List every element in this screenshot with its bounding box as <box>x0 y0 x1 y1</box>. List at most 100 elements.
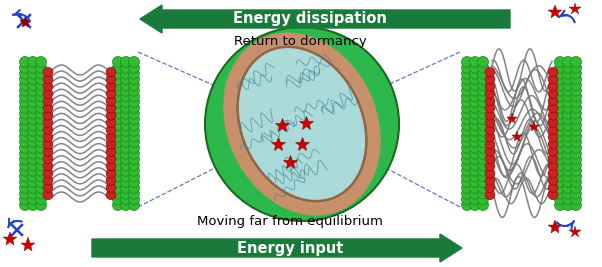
Ellipse shape <box>462 79 473 91</box>
Ellipse shape <box>462 182 473 193</box>
Ellipse shape <box>36 79 46 91</box>
Ellipse shape <box>571 148 582 159</box>
Ellipse shape <box>462 102 473 113</box>
Ellipse shape <box>235 45 368 203</box>
Ellipse shape <box>19 176 31 188</box>
Ellipse shape <box>554 91 565 102</box>
Ellipse shape <box>106 82 116 91</box>
Ellipse shape <box>562 119 574 130</box>
Ellipse shape <box>477 142 488 153</box>
Ellipse shape <box>462 188 473 199</box>
Ellipse shape <box>554 62 565 73</box>
Ellipse shape <box>548 125 558 135</box>
Ellipse shape <box>28 137 39 148</box>
Ellipse shape <box>548 161 558 171</box>
Ellipse shape <box>562 108 574 119</box>
Ellipse shape <box>28 74 39 85</box>
Ellipse shape <box>28 57 39 68</box>
Ellipse shape <box>128 57 140 68</box>
Ellipse shape <box>477 97 488 108</box>
Ellipse shape <box>113 85 123 96</box>
Ellipse shape <box>36 159 46 170</box>
Ellipse shape <box>548 183 558 193</box>
Ellipse shape <box>113 182 123 193</box>
Ellipse shape <box>120 97 131 108</box>
Ellipse shape <box>128 176 140 188</box>
Ellipse shape <box>477 102 488 113</box>
Ellipse shape <box>470 182 480 193</box>
Ellipse shape <box>113 62 123 73</box>
Ellipse shape <box>128 114 140 125</box>
Ellipse shape <box>106 74 116 84</box>
Ellipse shape <box>477 57 488 68</box>
Ellipse shape <box>113 97 123 108</box>
Ellipse shape <box>128 119 140 130</box>
Ellipse shape <box>548 96 558 106</box>
Ellipse shape <box>470 68 480 79</box>
Ellipse shape <box>562 91 574 102</box>
Ellipse shape <box>571 194 582 205</box>
Ellipse shape <box>113 194 123 205</box>
Ellipse shape <box>571 182 582 193</box>
Ellipse shape <box>562 131 574 142</box>
Ellipse shape <box>28 188 39 199</box>
Ellipse shape <box>554 137 565 148</box>
Ellipse shape <box>477 176 488 188</box>
Ellipse shape <box>562 182 574 193</box>
Ellipse shape <box>554 108 565 119</box>
Ellipse shape <box>571 199 582 210</box>
Ellipse shape <box>19 137 31 148</box>
Ellipse shape <box>113 102 123 113</box>
Ellipse shape <box>470 108 480 119</box>
Ellipse shape <box>36 199 46 210</box>
Ellipse shape <box>106 132 116 142</box>
Ellipse shape <box>571 165 582 176</box>
Ellipse shape <box>113 188 123 199</box>
Ellipse shape <box>548 118 558 127</box>
Ellipse shape <box>106 96 116 106</box>
Ellipse shape <box>128 137 140 148</box>
Ellipse shape <box>571 154 582 165</box>
Ellipse shape <box>106 161 116 171</box>
Ellipse shape <box>128 182 140 193</box>
Ellipse shape <box>470 176 480 188</box>
Ellipse shape <box>562 125 574 136</box>
Ellipse shape <box>28 182 39 193</box>
Ellipse shape <box>205 27 399 221</box>
Ellipse shape <box>571 142 582 153</box>
Ellipse shape <box>470 91 480 102</box>
Ellipse shape <box>106 169 116 178</box>
Ellipse shape <box>19 182 31 193</box>
Ellipse shape <box>19 159 31 170</box>
Ellipse shape <box>19 62 31 73</box>
Ellipse shape <box>470 102 480 113</box>
Ellipse shape <box>562 199 574 210</box>
Ellipse shape <box>470 125 480 136</box>
Ellipse shape <box>462 91 473 102</box>
Ellipse shape <box>28 85 39 96</box>
Ellipse shape <box>462 119 473 130</box>
Ellipse shape <box>36 171 46 182</box>
Ellipse shape <box>477 188 488 199</box>
Text: Return to dormancy: Return to dormancy <box>234 36 367 49</box>
Ellipse shape <box>571 91 582 102</box>
FancyArrow shape <box>140 5 510 33</box>
Ellipse shape <box>554 194 565 205</box>
Ellipse shape <box>462 148 473 159</box>
Text: Energy input: Energy input <box>237 241 343 256</box>
Ellipse shape <box>113 108 123 119</box>
Ellipse shape <box>36 154 46 165</box>
Ellipse shape <box>548 104 558 113</box>
Ellipse shape <box>19 142 31 153</box>
Ellipse shape <box>462 194 473 205</box>
Ellipse shape <box>470 74 480 85</box>
Ellipse shape <box>120 79 131 91</box>
Ellipse shape <box>128 154 140 165</box>
Ellipse shape <box>571 188 582 199</box>
Ellipse shape <box>477 108 488 119</box>
Ellipse shape <box>470 97 480 108</box>
Ellipse shape <box>113 119 123 130</box>
Ellipse shape <box>19 85 31 96</box>
Ellipse shape <box>477 182 488 193</box>
Ellipse shape <box>462 176 473 188</box>
